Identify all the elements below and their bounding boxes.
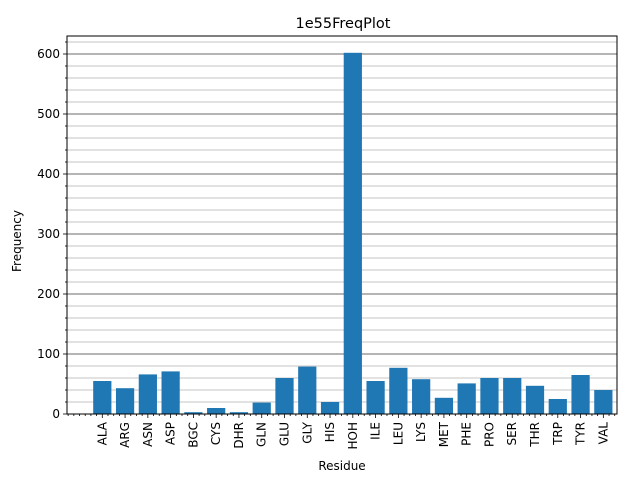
x-tick-label-ser: SER — [505, 422, 519, 446]
x-tick-label-gly: GLY — [300, 421, 314, 443]
bar-dhr — [229, 412, 249, 414]
bar-tyr — [571, 375, 590, 414]
y-tick-label: 0 — [52, 407, 60, 421]
bar-met — [434, 397, 454, 414]
plot-frame — [66, 35, 618, 415]
bar-arg — [115, 388, 135, 414]
x-tick-label-dhr: DHR — [232, 422, 246, 449]
bar-series — [93, 52, 613, 415]
x-tick-label-trp: TRP — [551, 422, 565, 446]
y-tick-label: 500 — [37, 107, 60, 121]
x-tick-label-hoh: HOH — [346, 422, 360, 450]
x-tick-label-leu: LEU — [391, 422, 405, 445]
x-tick-label-phe: PHE — [460, 422, 474, 446]
y-axis-label: Frequency — [10, 210, 24, 272]
x-tick-label-glu: GLU — [277, 422, 291, 446]
axes: 0 100 200 300 400 500 600 ALA ARG ASN ASP BGC CYS DHR… — [37, 35, 618, 450]
bar-asn — [138, 374, 157, 414]
x-tick-label-tyr: TYR — [574, 422, 588, 446]
bar-lys — [412, 379, 431, 414]
bar-bgc — [184, 412, 203, 414]
x-tick-label-gln: GLN — [255, 422, 269, 447]
y-tick-label: 200 — [37, 287, 60, 301]
bar-ile — [366, 381, 385, 414]
bar-thr — [525, 385, 545, 414]
x-tick-label-ala: ALA — [95, 421, 109, 445]
y-tick-label: 100 — [37, 347, 60, 361]
bar-hoh — [343, 52, 362, 415]
y-tick-label: 300 — [37, 227, 60, 241]
x-tick-label-arg: ARG — [118, 422, 132, 448]
bar-asp — [161, 371, 180, 414]
chart-title: 1e55FreqPlot — [296, 16, 391, 32]
x-tick-label-thr: THR — [528, 422, 542, 448]
x-tick-label-his: HIS — [323, 422, 337, 442]
x-tick-label-pro: PRO — [482, 422, 496, 447]
x-axis-label: Residue — [318, 459, 365, 473]
bar-pro — [480, 378, 499, 414]
bar-leu — [389, 367, 408, 414]
x-tick-label-lys: LYS — [414, 422, 428, 442]
bar-val — [594, 390, 613, 414]
x-tick-label-asn: ASN — [141, 422, 155, 447]
x-tick-label-val: VAL — [596, 422, 610, 445]
bar-phe — [457, 383, 476, 414]
bar-glu — [275, 378, 294, 414]
bar-his — [320, 402, 340, 414]
bar-ser — [503, 378, 522, 414]
bar-cys — [207, 408, 226, 414]
x-tick-label-bgc: BGC — [186, 422, 200, 448]
x-tick-label-asp: ASP — [164, 422, 178, 445]
x-tick-label-cys: CYS — [209, 422, 223, 445]
bar-trp — [548, 399, 567, 414]
x-tick-label-met: MET — [437, 421, 451, 447]
bar-gln — [252, 402, 271, 414]
y-tick-label: 600 — [37, 47, 60, 61]
y-tick-label: 400 — [37, 167, 60, 181]
x-tick-label-ile: ILE — [369, 422, 383, 440]
bar-gly — [298, 366, 317, 414]
bar-ala — [93, 381, 112, 414]
